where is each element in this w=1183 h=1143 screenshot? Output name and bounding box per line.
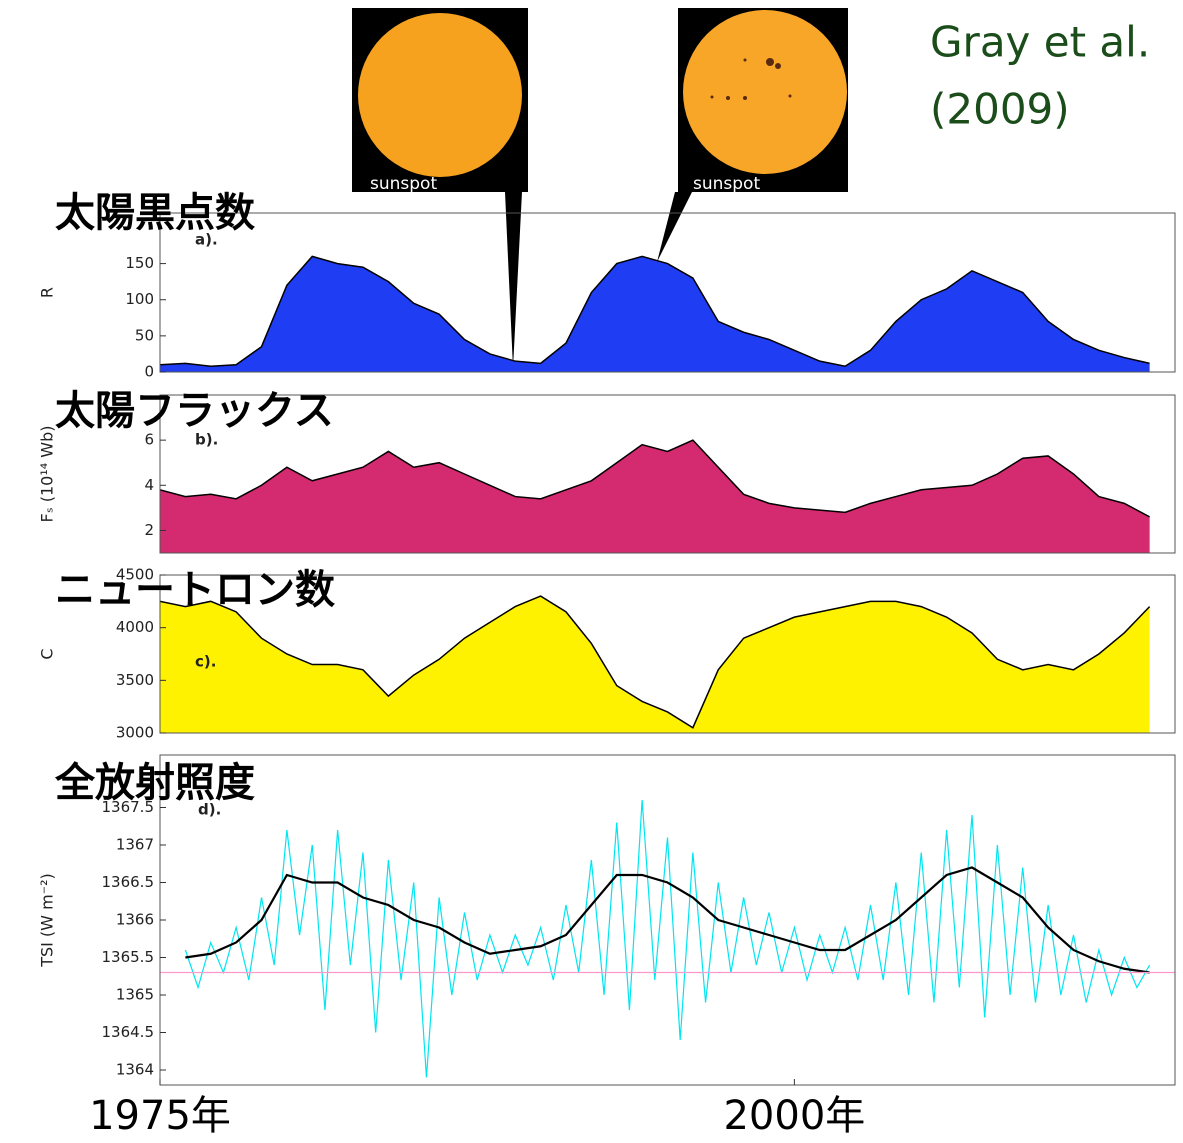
plot-area <box>160 439 1150 553</box>
y-tick-label: 1365.5 <box>102 948 155 966</box>
y-tick-label: 3000 <box>116 724 154 742</box>
citation: (2009) <box>930 85 1070 134</box>
line <box>160 255 1150 368</box>
y-axis-label: C <box>38 648 57 659</box>
panel-label: d). <box>198 801 221 819</box>
panel-label: c). <box>195 653 216 671</box>
y-tick-label: 1367.5 <box>102 798 155 816</box>
plot-area <box>160 255 1150 372</box>
panel-label: b). <box>195 431 218 449</box>
plot-area <box>160 595 1151 733</box>
y-axis-label: Fₛ (10¹⁴ Wb) <box>38 426 57 523</box>
y-tick-label: 150 <box>125 254 154 272</box>
panel-title: 太陽黒点数 <box>55 190 255 236</box>
y-tick-label: 1366.5 <box>102 873 155 891</box>
area <box>160 440 1150 553</box>
y-tick-label: 1364.5 <box>102 1023 155 1041</box>
frame <box>159 574 1176 734</box>
sunspot-image: sunspot <box>352 8 528 368</box>
line <box>160 595 1151 729</box>
frame <box>159 394 1176 554</box>
line <box>184 799 1151 1078</box>
y-tick-label: 1366 <box>116 911 154 929</box>
y-tick-label: 6 <box>144 431 154 449</box>
y-tick-label: 2 <box>144 521 154 539</box>
y-axis-label: R <box>38 287 57 298</box>
y-tick-label: 100 <box>125 290 154 308</box>
area <box>160 256 1150 372</box>
line <box>160 439 1150 518</box>
image-caption: sunspot <box>370 174 437 194</box>
panel-title: 全放射照度 <box>54 760 255 806</box>
sunspot-image: sunspot <box>657 8 848 262</box>
frame <box>159 754 1176 1086</box>
x-tick-label: 2000年 <box>723 1093 865 1139</box>
y-tick-label: 1367 <box>116 836 154 854</box>
line <box>185 866 1150 974</box>
y-axis-label: TSI (W m⁻²) <box>38 873 57 968</box>
area <box>160 596 1150 733</box>
plot-area <box>184 799 1151 1078</box>
y-tick-label: 4500 <box>116 566 154 584</box>
y-tick-label: 1364 <box>116 1061 154 1079</box>
image-caption: sunspot <box>693 174 760 194</box>
panel-title: ニュートロン数 <box>55 567 335 613</box>
x-tick-label: 1975年 <box>89 1093 231 1139</box>
y-tick-label: 4 <box>144 476 154 494</box>
panel-label: a). <box>195 231 218 249</box>
y-tick-label: 4000 <box>116 618 154 636</box>
panel-title: 太陽フラックス <box>55 388 334 434</box>
y-tick-label: 1365 <box>116 986 154 1004</box>
y-tick-label: 3500 <box>116 671 154 689</box>
citation: Gray et al. <box>930 18 1150 67</box>
frame <box>159 212 1176 373</box>
y-tick-label: 0 <box>144 363 154 381</box>
y-tick-label: 50 <box>135 326 154 344</box>
